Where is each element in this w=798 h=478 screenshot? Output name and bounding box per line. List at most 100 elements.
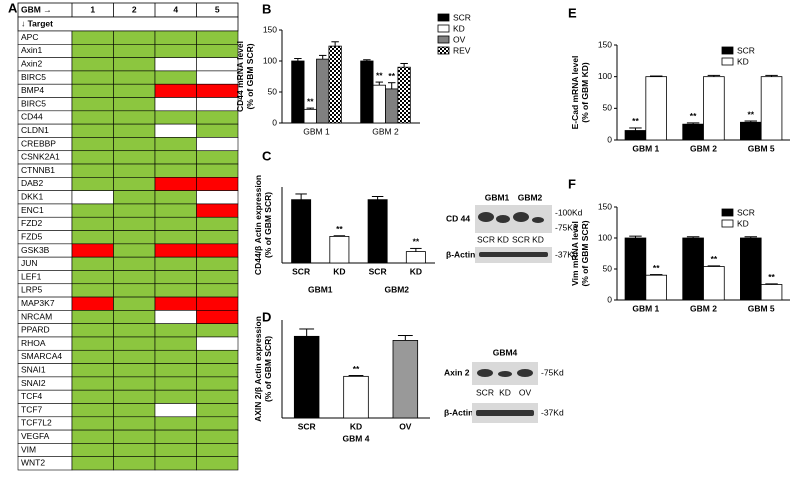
blot-band — [479, 252, 548, 257]
cell — [114, 217, 156, 230]
legend-label: KD — [737, 218, 749, 228]
row-label: JUN — [21, 258, 38, 268]
panel-label: F — [568, 176, 576, 191]
cell — [155, 284, 197, 297]
cell — [155, 137, 197, 150]
panel-label: D — [262, 309, 271, 324]
cell — [114, 310, 156, 323]
row-label: DKK1 — [21, 192, 43, 202]
y-axis-label: Vim mRNA level(% of GBM SCR) — [570, 220, 590, 286]
blot-row-label: β-Actin — [446, 249, 475, 259]
cell — [72, 337, 114, 350]
x-tick-label: GBM 2 — [690, 303, 717, 313]
cell — [72, 58, 114, 71]
cell — [155, 191, 197, 204]
cell — [72, 164, 114, 177]
bar — [625, 238, 646, 300]
y-tick-label: 50 — [603, 263, 613, 273]
blot-lane: OV — [519, 387, 532, 397]
cell — [114, 164, 156, 177]
blot-marker: -100Kd — [555, 207, 583, 217]
column-label: 5 — [215, 4, 220, 14]
cell — [197, 58, 239, 71]
panel-label: B — [262, 1, 271, 16]
cell — [72, 137, 114, 150]
row-label: VEGFA — [21, 431, 50, 441]
row-label: CLDN1 — [21, 125, 49, 135]
blot-row-label: CD 44 — [446, 213, 470, 223]
cell — [72, 390, 114, 403]
row-label: RHOA — [21, 338, 46, 348]
bar — [373, 85, 385, 123]
significance: ** — [690, 111, 697, 121]
cell — [155, 377, 197, 390]
legend-swatch — [438, 25, 449, 32]
cell — [72, 297, 114, 310]
panel-label: A — [8, 0, 18, 15]
cell — [197, 270, 239, 283]
row-label: VIM — [21, 444, 36, 454]
cell — [72, 284, 114, 297]
cell — [72, 71, 114, 84]
blot-lane: SCR — [512, 234, 530, 244]
x-tick-label: SCR — [369, 266, 387, 276]
blot-band — [476, 410, 534, 416]
legend-swatch — [438, 47, 449, 54]
row-label: FZD2 — [21, 218, 43, 228]
legend-swatch — [722, 58, 733, 65]
cell — [197, 337, 239, 350]
y-tick-label: 0 — [272, 117, 277, 127]
cell — [114, 71, 156, 84]
significance: ** — [376, 70, 383, 80]
cell — [114, 191, 156, 204]
cell — [72, 177, 114, 190]
x-tick-label: GBM 1 — [632, 303, 659, 313]
blot-band — [496, 215, 510, 223]
significance: ** — [653, 263, 660, 273]
y-axis-label: CD44 mRNA level(% of GBM SCR) — [235, 41, 255, 112]
cell — [155, 84, 197, 97]
cell — [197, 191, 239, 204]
cell — [72, 111, 114, 124]
bar — [704, 267, 725, 300]
cell — [72, 124, 114, 137]
cell — [72, 191, 114, 204]
cell — [155, 257, 197, 270]
y-axis-label: CD44/β Actin expression(% of GBM SCR) — [253, 175, 273, 275]
cell — [114, 244, 156, 257]
group-label: GBM1 — [308, 284, 333, 294]
row-label: BIRC5 — [21, 98, 46, 108]
row-label: BMP4 — [21, 85, 44, 95]
bar — [368, 200, 387, 263]
bar — [646, 275, 667, 300]
legend-swatch — [722, 209, 733, 216]
x-tick-label: KD — [410, 266, 422, 276]
x-tick-label: GBM 1 — [632, 143, 659, 153]
cell — [197, 350, 239, 363]
cell — [114, 377, 156, 390]
group-label: GBM2 — [384, 284, 409, 294]
cell — [197, 443, 239, 456]
legend-label: KD — [453, 23, 465, 33]
cell — [197, 44, 239, 57]
row-label: CD44 — [21, 112, 43, 122]
blot-band — [498, 371, 512, 377]
y-tick-label: 150 — [598, 201, 612, 211]
significance: ** — [353, 364, 360, 374]
bar — [386, 89, 398, 123]
significance: ** — [388, 71, 395, 81]
row-label: LEF1 — [21, 271, 42, 281]
cell — [197, 164, 239, 177]
blot-marker: -75Kd — [541, 367, 564, 377]
y-tick-label: 100 — [598, 232, 612, 242]
blot-band — [517, 369, 533, 377]
blot-row-label: Axin 2 — [444, 367, 470, 377]
cell — [155, 310, 197, 323]
y-axis-label: AXIN 2/β Actin expression(% of GBM SCR) — [253, 316, 273, 422]
cell — [155, 231, 197, 244]
blot-band — [477, 369, 493, 377]
blot-band — [532, 217, 544, 223]
bar — [683, 124, 704, 140]
cell — [72, 443, 114, 456]
cell — [197, 257, 239, 270]
